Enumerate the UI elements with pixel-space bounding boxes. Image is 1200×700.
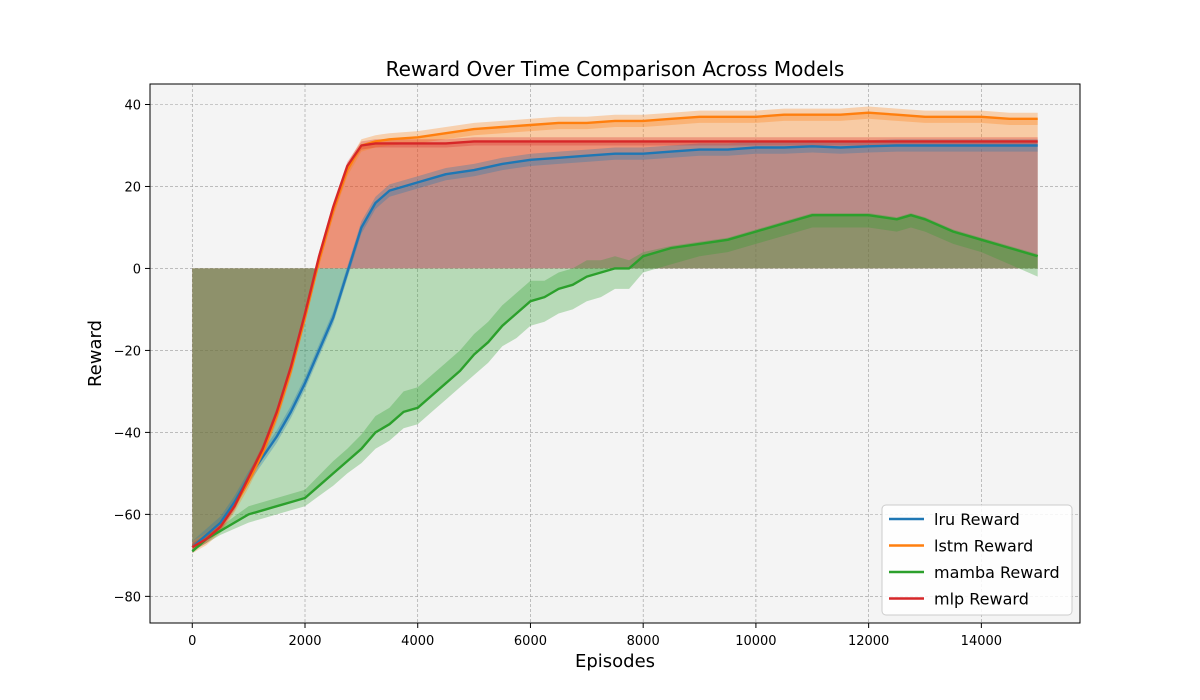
legend-label: lstm Reward <box>934 537 1033 556</box>
y-axis-label: Reward <box>85 320 106 387</box>
area-fill <box>192 141 1038 548</box>
area-fill <box>192 145 1038 548</box>
confidence-band <box>192 213 1038 552</box>
series-line <box>191 140 1038 549</box>
y-tick-label: 40 <box>124 98 141 113</box>
legend-label: lru Reward <box>934 510 1020 529</box>
series-line <box>191 214 1039 553</box>
chart-title: Reward Over Time Comparison Across Model… <box>386 57 845 81</box>
x-tick-label: 0 <box>188 634 196 649</box>
y-tick-label: 20 <box>124 180 141 195</box>
legend-label: mlp Reward <box>934 590 1029 609</box>
area-fill <box>192 215 1038 552</box>
plot-frame <box>149 83 1081 624</box>
x-tick-label: 4000 <box>401 634 434 649</box>
grid-lines <box>150 84 1080 623</box>
confidence-bands <box>192 106 1038 554</box>
series-lines <box>191 111 1039 553</box>
y-tick-label: −40 <box>114 426 141 441</box>
x-tick-label: 2000 <box>288 634 321 649</box>
legend: lru Reward lstm Reward mamba Reward mlp Rew… <box>881 504 1073 616</box>
area-fills <box>192 112 1038 552</box>
area-fill <box>192 112 1038 548</box>
x-axis-label: Episodes <box>575 651 655 672</box>
y-tick-label: 0 <box>133 262 141 277</box>
x-tick-label: 8000 <box>627 634 660 649</box>
y-tick-label: −20 <box>114 344 141 359</box>
series-line <box>191 144 1038 549</box>
x-tick-label: 14000 <box>961 634 1002 649</box>
x-tick-label: 10000 <box>735 634 776 649</box>
axis-ticks: 0 2000 4000 6000 8000 10000 12000 14000 −80 −60 −4… <box>114 98 1002 649</box>
legend-label: mamba Reward <box>934 563 1060 582</box>
y-tick-label: −80 <box>114 590 141 605</box>
y-tick-label: −60 <box>114 508 141 523</box>
x-tick-label: 6000 <box>514 634 547 649</box>
x-tick-label: 12000 <box>848 634 889 649</box>
series-line <box>191 111 1038 549</box>
legend-box <box>881 504 1073 616</box>
